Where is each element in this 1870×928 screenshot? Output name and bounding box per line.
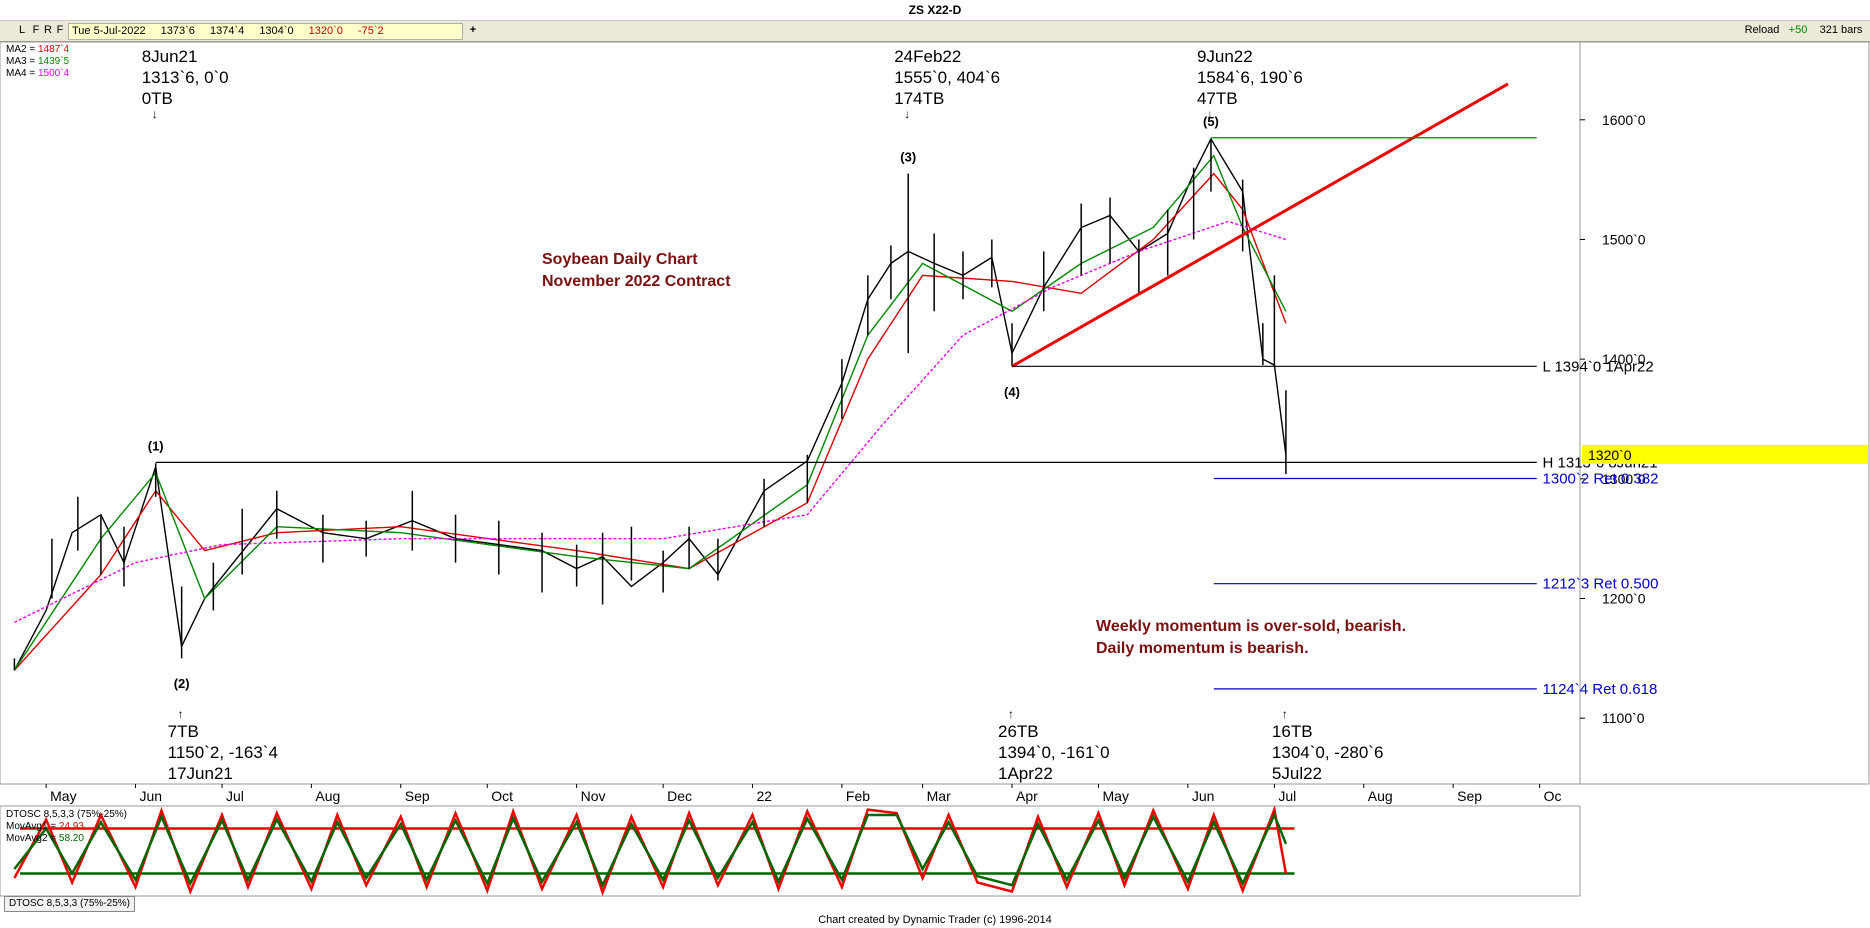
y-tick-label: 1500`0: [1602, 231, 1646, 247]
pivot-annotation-line: 1304`0, -280`6: [1272, 743, 1384, 762]
pivot-annotation-line: 16TB: [1272, 722, 1313, 741]
bar-count-readout: 321 bars: [1819, 24, 1863, 36]
price-plot-area: [0, 41, 1581, 785]
x-tick-label: Jun: [1192, 788, 1215, 804]
pivot-annotation-line: 26TB: [998, 722, 1039, 741]
quote-high: 1374`4: [209, 25, 245, 37]
x-tick-label: 22: [757, 788, 773, 804]
pivot-annotation-line: 1555`0, 404`6: [894, 68, 1000, 87]
x-tick-label: Jul: [226, 788, 244, 804]
toolbar-button-f[interactable]: F: [32, 24, 40, 36]
pivot-annotation-line: 9Jun22: [1197, 47, 1253, 66]
x-tick-label: Dec: [667, 788, 692, 804]
pivot-annotation-line: 7TB: [168, 722, 199, 741]
y-tick-label: 1200`0: [1602, 591, 1646, 607]
toolbar-button-r[interactable]: R: [44, 24, 52, 36]
toolbar-button-l[interactable]: L: [18, 24, 26, 36]
x-tick-label: Jul: [1278, 788, 1296, 804]
quote-close: 1320`0: [308, 25, 343, 37]
pivot-annotation-line: 24Feb22: [894, 47, 961, 66]
pivot-annotation-line: 8Jun21: [142, 47, 198, 66]
pivot-annotation-line: 47TB: [1197, 89, 1238, 108]
quote-date: Tue 5-Jul-2022: [72, 25, 146, 37]
commentary-line: Daily momentum is bearish.: [1096, 640, 1309, 657]
pivot-annotation-line: 1584`6, 190`6: [1197, 68, 1303, 87]
legend-entry: MA4 = 1500`4: [6, 67, 70, 79]
commentary-line: Weekly momentum is over-sold, bearish.: [1096, 618, 1406, 635]
add-chart-button[interactable]: +: [469, 24, 477, 36]
x-tick-label: Oc: [1544, 788, 1562, 804]
x-tick-label: Apr: [1016, 788, 1038, 804]
quote-low: 1304`0: [259, 25, 294, 37]
y-tick-label: 1400`0: [1602, 351, 1646, 367]
moving-average-ma2-line: [13, 172, 1287, 671]
x-tick-label: Aug: [1368, 788, 1393, 804]
y-tick-label: 1600`0: [1602, 112, 1646, 128]
chart-annotation-title: November 2022 Contract: [542, 273, 731, 290]
oscillator-panel: DTOSC 8,5,3,3 (75%-25%)MovAvg1 = 24.93Mo…: [0, 805, 1581, 897]
red-trendline: [1011, 82, 1509, 368]
window-title: ZS X22-D: [908, 3, 962, 17]
pivot-annotation-line: 17Jun21: [168, 764, 233, 783]
pivot-annotation-line: 1Apr22: [998, 764, 1053, 783]
quote-readout: Tue 5-Jul-2022 1373`6 1374`4 1304`0 1320…: [68, 23, 463, 40]
pivot-annotation-line: 1150`2, -163`4: [168, 743, 278, 762]
pivot-arrow: ↑: [1282, 707, 1288, 721]
legend-entry: MA3 = 1439`5: [6, 55, 70, 67]
pivot-annotation-line: 5Jul22: [1272, 764, 1322, 783]
wave-label: (5): [1203, 114, 1219, 129]
level-label: 1212`3 Ret 0.500: [1543, 576, 1659, 593]
chart-annotation-title: Soybean Daily Chart: [542, 251, 698, 268]
x-tick-label: May: [1103, 788, 1129, 804]
x-tick-label: Sep: [1457, 788, 1482, 804]
wave-label: (4): [1004, 384, 1020, 399]
wave-label: (1): [148, 438, 164, 453]
price-panel: 1100`0 1200`0 1300`0 1400`0 1500`0 1600`0 May J…: [0, 41, 1870, 804]
oscillator-plot-area: [0, 805, 1581, 897]
bar-offset-readout: +50: [1788, 24, 1808, 36]
x-tick-label: Oct: [491, 788, 513, 804]
x-tick-label: Mar: [927, 788, 951, 804]
legend-entry: MA2 = 1487`4: [6, 43, 70, 55]
last-price-label: 1320`0: [1588, 447, 1632, 463]
pivot-arrow: ↓: [1207, 107, 1213, 121]
reload-button[interactable]: Reload: [1744, 24, 1780, 36]
y-tick-label: 1100`0: [1602, 710, 1645, 726]
pivot-arrow: ↑: [178, 707, 184, 721]
pivot-annotation-line: 0TB: [142, 89, 173, 108]
y-tick-label: 1300`0: [1602, 471, 1646, 487]
oscillator-legend-entry: MovAvg1 = 24.93: [6, 821, 84, 832]
pivot-arrow: ↓: [904, 107, 910, 121]
toolbar-button-f2[interactable]: F: [56, 24, 64, 36]
quote-change: -75`2: [357, 25, 384, 37]
price-axis-area: [1579, 41, 1870, 785]
oscillator-movavg2-line: [13, 811, 1288, 889]
pivot-annotation-line: 174TB: [894, 89, 944, 108]
level-label: L 1394`0 1Apr22: [1543, 358, 1654, 375]
x-tick-label: Feb: [846, 788, 870, 804]
oscillator-tab[interactable]: DTOSC 8,5,3,3 (75%-25%): [4, 896, 135, 912]
wave-label: (2): [174, 676, 190, 691]
last-price-box: [1582, 444, 1868, 464]
quote-open: 1373`6: [160, 25, 195, 37]
x-tick-label: Aug: [315, 788, 340, 804]
pivot-arrow: ↓: [152, 107, 158, 121]
oscillator-title: DTOSC 8,5,3,3 (75%-25%): [6, 809, 127, 820]
pivot-annotation-line: 1394`0, -161`0: [998, 743, 1110, 762]
wave-label: (3): [900, 150, 916, 165]
chart-title-bar: ZS X22-D: [0, 0, 1870, 21]
x-tick-label: Nov: [581, 788, 606, 804]
level-label: 1124`4 Ret 0.618: [1543, 681, 1658, 698]
x-tick-label: Sep: [405, 788, 430, 804]
pivot-annotation-line: 1313`6, 0`0: [142, 68, 229, 87]
pivot-arrow: ↑: [1008, 707, 1014, 721]
footer-credit: Chart created by Dynamic Trader (c) 1996…: [818, 914, 1052, 926]
oscillator-legend-entry: MovAvg2 = 58.20: [6, 833, 84, 844]
x-tick-label: May: [50, 788, 76, 804]
x-tick-label: Jun: [140, 788, 163, 804]
level-label: 1300`2 Ret 0.382: [1543, 471, 1659, 488]
